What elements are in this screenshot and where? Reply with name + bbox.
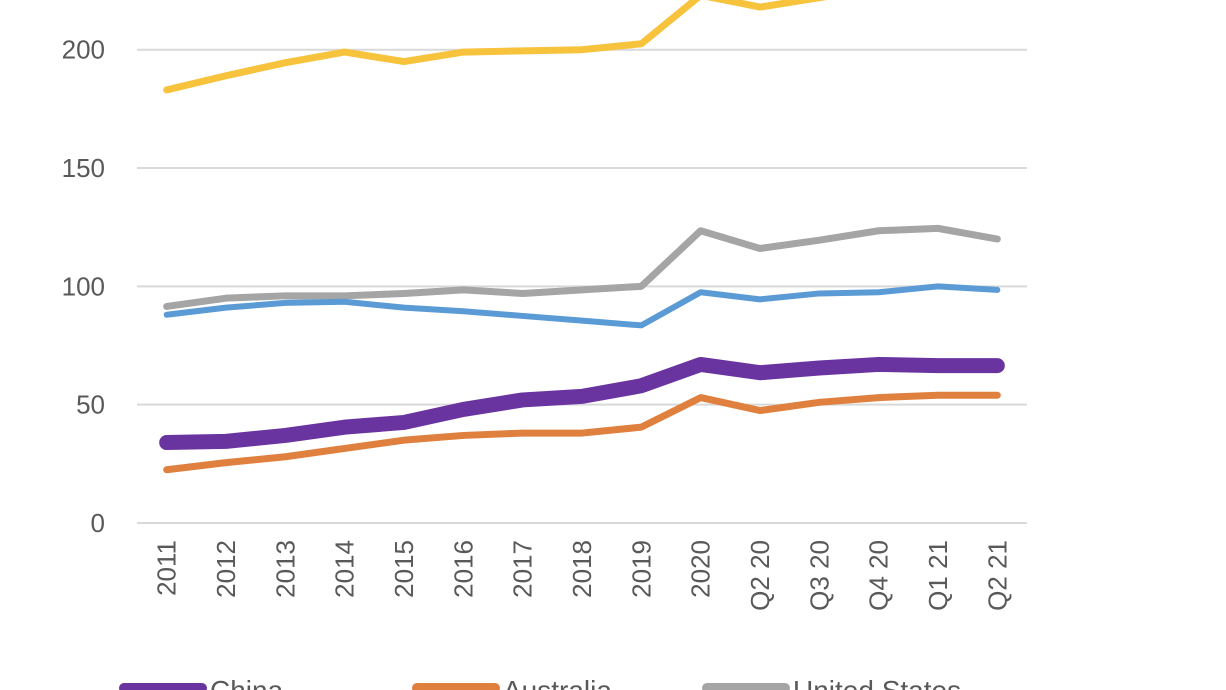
x-tick-label: 2012 xyxy=(211,540,241,598)
y-tick-label: 0 xyxy=(91,508,105,538)
x-tick-label: 2019 xyxy=(626,540,656,598)
y-tick-label: 150 xyxy=(62,153,105,183)
x-tick-label: 2020 xyxy=(686,540,716,598)
x-tick-label: 2017 xyxy=(508,540,538,598)
x-tick-label: 2013 xyxy=(270,540,300,598)
series-line xyxy=(159,356,1005,451)
x-tick-label: Q2 21 xyxy=(982,540,1012,611)
x-tick-label: Q2 20 xyxy=(745,540,775,611)
x-tick-label: Q1 21 xyxy=(923,540,953,611)
x-tick-label: 2015 xyxy=(389,540,419,598)
legend-label: Australia xyxy=(503,675,612,690)
x-tick-label: 2011 xyxy=(152,540,182,596)
legend-label: China xyxy=(210,675,284,690)
series-line xyxy=(163,283,1001,329)
legend-label: United States xyxy=(793,675,961,690)
series-line xyxy=(163,224,1001,310)
y-tick-label: 100 xyxy=(62,271,105,301)
x-tick-label: 2016 xyxy=(448,540,478,598)
series-line xyxy=(163,391,1001,474)
x-tick-label: Q3 20 xyxy=(804,540,834,611)
y-tick-label: 200 xyxy=(62,35,105,65)
x-tick-label: 2018 xyxy=(567,540,597,598)
x-tick-label: 2014 xyxy=(330,540,360,598)
series-line xyxy=(163,0,827,94)
y-tick-label: 50 xyxy=(76,390,105,420)
x-tick-label: Q4 20 xyxy=(864,540,894,611)
